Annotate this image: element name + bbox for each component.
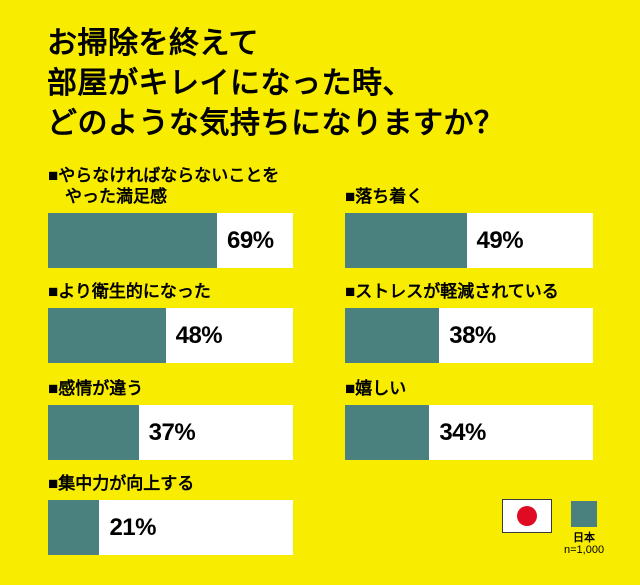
bar-label-line: ■感情が違う	[48, 379, 144, 398]
bar-item-more-hygienic: ■より衛生的になった 48%	[48, 282, 293, 363]
legend-series-japan: 日本 n=1,000	[564, 501, 604, 557]
bar-value-label: 69%	[227, 226, 274, 254]
title-line-2: 部屋がキレイになった時、	[47, 67, 413, 100]
bar-label: ■落ち着く	[345, 186, 423, 207]
bar-label: ■集中力が向上する	[48, 473, 194, 494]
bar-label: ■ストレスが軽減されている	[345, 281, 559, 302]
bar-label-line: ■嬉しい	[345, 379, 407, 398]
bar-item-calm-down: ■落ち着く 49%	[345, 187, 593, 268]
bar-item-stress-reduced: ■ストレスが軽減されている 38%	[345, 282, 593, 363]
bar-label-line: ■落ち着く	[345, 187, 424, 206]
bar-label: ■やらなければならないことをやった満足感	[48, 165, 279, 207]
bar-item-satisfaction: ■やらなければならないことをやった満足感 69%	[48, 166, 293, 268]
bar-label: ■より衛生的になった	[48, 281, 211, 302]
bar-track: 49%	[345, 213, 593, 268]
bar-value-label: 49%	[476, 226, 524, 254]
bar-value-label: 38%	[449, 321, 496, 349]
bar-value-label: 21%	[109, 513, 156, 541]
bar-track: 69%	[48, 213, 293, 268]
flag-sun-circle	[517, 506, 537, 526]
bar-fill	[345, 308, 440, 363]
bar-value-label: 37%	[148, 418, 196, 446]
legend-swatch-icon	[571, 501, 598, 527]
bar-item-feelings-differ: ■感情が違う 37%	[48, 379, 293, 460]
bar-fill	[345, 213, 467, 268]
title-line-1: お掃除を終えて	[47, 27, 259, 60]
bar-label-line: やった満足感	[65, 187, 167, 206]
bar-item-better-concentration: ■集中力が向上する 21%	[48, 474, 293, 555]
bar-track: 48%	[48, 308, 293, 363]
bar-value-label: 48%	[175, 321, 223, 349]
bar-fill	[48, 500, 100, 555]
bar-fill	[48, 405, 139, 460]
bar-fill	[48, 213, 218, 268]
bar-label: ■感情が違う	[48, 378, 143, 399]
title-line-3: どのような気持ちになりますか？	[47, 107, 505, 140]
bar-track: 21%	[48, 500, 293, 555]
page-title: お掃除を終えて 部屋がキレイになった時、 どのような気持ちになりますか？	[47, 24, 505, 144]
legend: 日本 n=1,000	[502, 499, 604, 557]
legend-series-label: 日本	[573, 532, 596, 544]
bar-label-line: ■やらなければならないことを	[48, 166, 280, 185]
bar-label-line: ■集中力が向上する	[48, 474, 195, 493]
bar-fill	[345, 405, 430, 460]
bar-label: ■嬉しい	[345, 378, 406, 399]
bar-track: 34%	[345, 405, 593, 460]
bar-track: 37%	[48, 405, 293, 460]
bar-track: 38%	[345, 308, 593, 363]
japan-flag-icon	[502, 499, 552, 533]
bar-item-happy: ■嬉しい 34%	[345, 379, 593, 460]
legend-sample-size: n=1,000	[564, 544, 605, 556]
bar-value-label: 34%	[439, 418, 486, 446]
bar-label-line: ■より衛生的になった	[48, 282, 211, 301]
bar-fill	[48, 308, 166, 363]
bar-label-line: ■ストレスが軽減されている	[345, 282, 559, 301]
